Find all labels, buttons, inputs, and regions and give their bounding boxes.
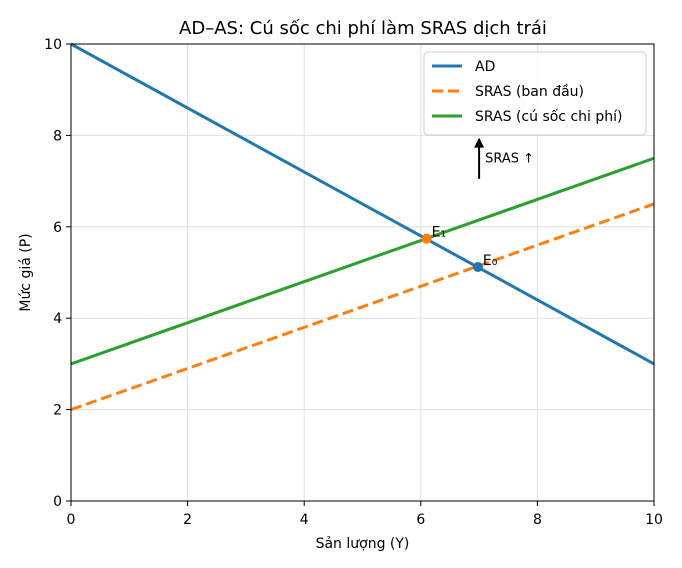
x-tick-label: 10	[645, 512, 663, 528]
y-tick-label: 2	[53, 403, 62, 419]
equilibrium-point-1	[421, 233, 432, 244]
x-tick-label: 6	[416, 512, 425, 528]
x-tick-label: 2	[183, 512, 192, 528]
x-axis-label: Sản lượng (Y)	[316, 536, 410, 552]
series-line-2	[70, 156, 655, 366]
y-tick-label: 0	[53, 494, 62, 510]
y-tick-label: 10	[44, 37, 62, 53]
legend-label-2: SRAS (cú sốc chi phí)	[475, 108, 622, 125]
shift-arrow: SRAS ↑	[474, 137, 534, 179]
legend-box	[423, 51, 647, 136]
x-axis-ticks: 0 2 4 6 8 10	[67, 501, 663, 528]
series-line-0	[70, 42, 655, 366]
x-tick-label: 4	[300, 512, 309, 528]
x-tick-label: 0	[67, 512, 76, 528]
plot-frame	[70, 43, 655, 502]
legend: AD SRAS (ban đầu) SRAS (cú sốc chi phí)	[423, 51, 647, 136]
y-axis-ticks: 0 2 4 6 8 10	[44, 37, 71, 510]
legend-label-1: SRAS (ban đầu)	[475, 84, 584, 100]
equilibrium-point-0	[472, 262, 483, 273]
chart-title: AD–AS: Cú sốc chi phí làm SRAS dịch trái	[179, 18, 547, 39]
series-lines	[70, 42, 655, 412]
equilibrium-label-0: E₀	[483, 253, 498, 269]
x-tick-label: 8	[533, 512, 542, 528]
series-line-1	[70, 202, 655, 412]
y-axis-label: Mức giá (P)	[18, 233, 34, 311]
equilibrium-label-1: E₁	[432, 225, 446, 241]
arrow-head	[474, 137, 485, 148]
y-tick-label: 8	[53, 128, 62, 144]
legend-label-0: AD	[475, 59, 495, 75]
y-tick-label: 6	[53, 220, 62, 236]
equilibrium-points: E₀ E₁	[421, 225, 498, 273]
y-tick-label: 4	[53, 311, 62, 327]
arrow-label: SRAS ↑	[485, 151, 534, 166]
